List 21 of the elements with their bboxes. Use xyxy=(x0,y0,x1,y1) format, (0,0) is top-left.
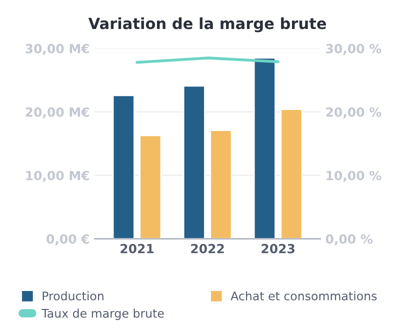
y-tick-label: 20,00 M€ xyxy=(26,107,90,118)
bar xyxy=(253,57,276,239)
bar xyxy=(182,85,206,239)
x-tick-label: 2023 xyxy=(262,244,294,254)
y-tick-label: 10,00 M€ xyxy=(26,170,90,182)
legend-label: Taux de marge brute xyxy=(42,308,164,320)
y-tick-label: 30,00 M€ xyxy=(26,44,90,55)
bar xyxy=(112,94,135,239)
y2-tick-label: 10,00 % xyxy=(326,170,382,182)
bar xyxy=(139,134,162,239)
legend-label: Production xyxy=(42,291,104,300)
y2-tick-label: 20,00 % xyxy=(326,107,382,118)
x-tick-label: 2021 xyxy=(120,244,154,254)
legend-label: Achat et consommations xyxy=(230,291,377,300)
bar xyxy=(280,108,303,239)
chart-title: Variation de la marge brute xyxy=(88,17,326,32)
x-tick-label: 2022 xyxy=(191,244,224,254)
bar xyxy=(210,130,232,239)
y2-tick-label: 0,00 % xyxy=(326,234,373,246)
y2-tick-label: 30,00 % xyxy=(326,44,382,55)
y-tick-label: 0,00 € xyxy=(46,234,90,246)
